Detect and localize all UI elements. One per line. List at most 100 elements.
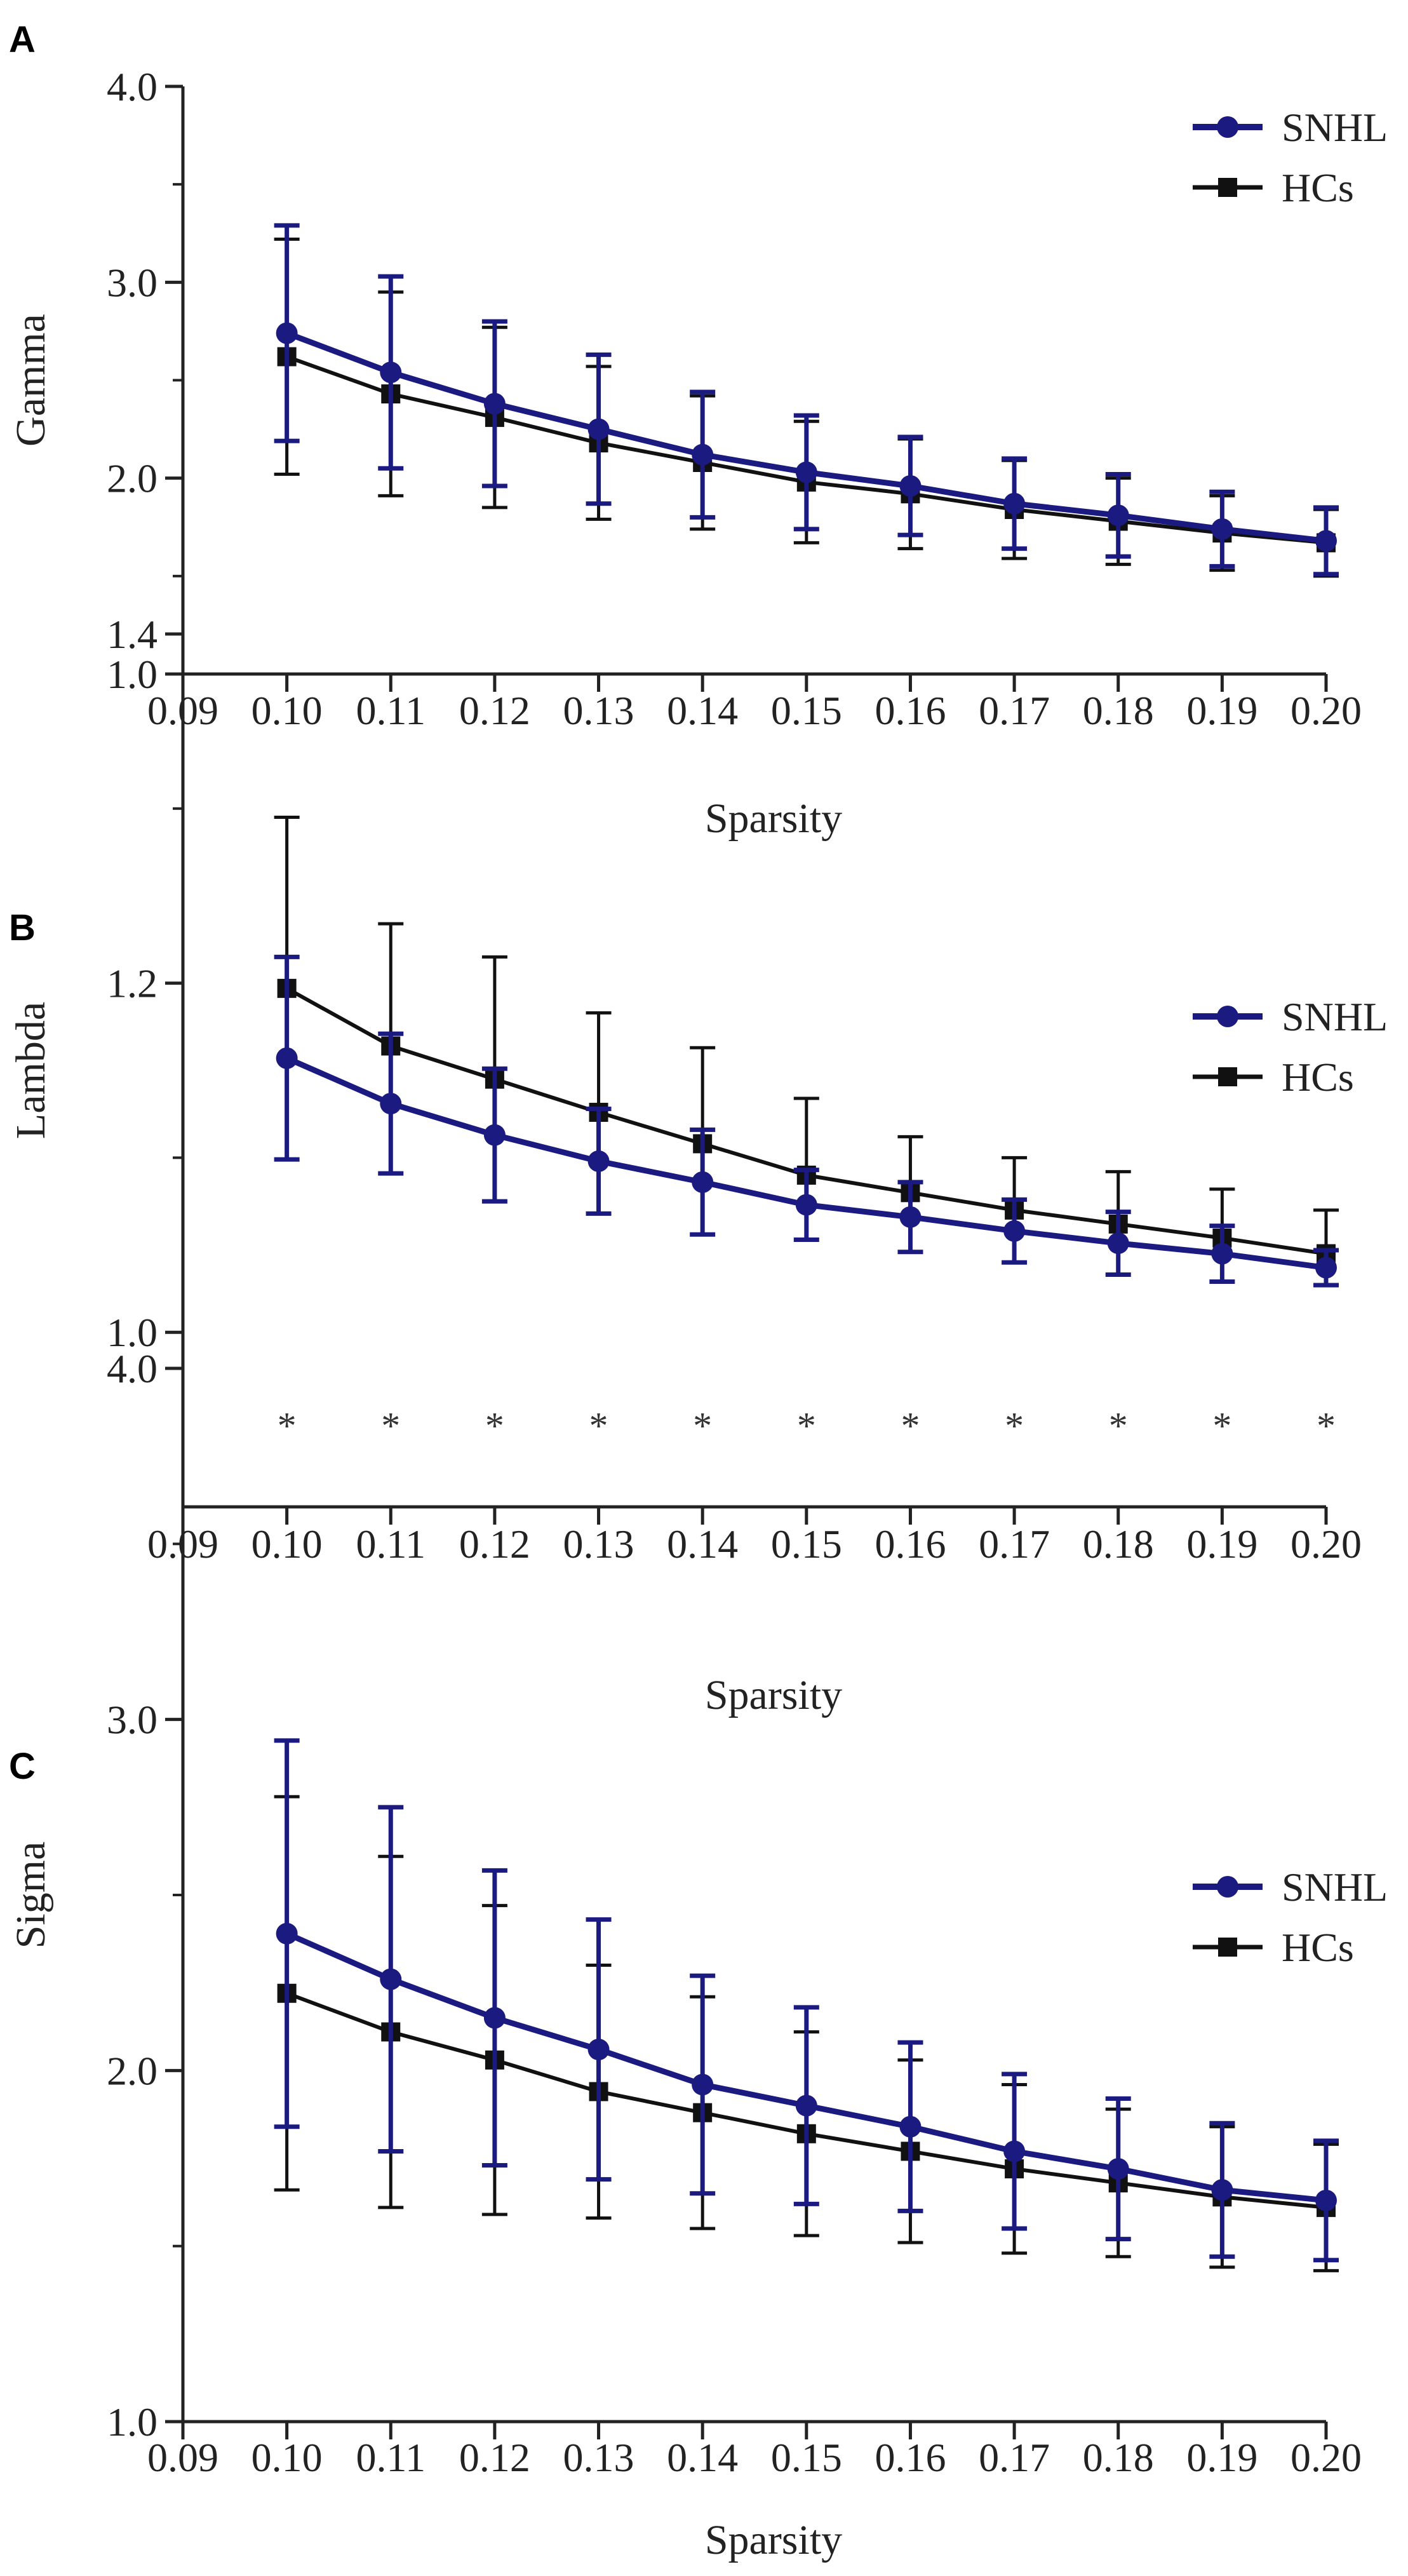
data-point <box>380 1093 402 1115</box>
x-tick-label: 0.11 <box>356 2435 426 2480</box>
x-tick-label: 0.14 <box>667 688 738 733</box>
x-tick-label: 0.13 <box>563 1521 634 1567</box>
x-tick-label: 0.10 <box>251 688 323 733</box>
x-tick-label: 0.16 <box>875 688 946 733</box>
data-point <box>692 1171 714 1193</box>
legend-item-snhl: SNHL <box>1193 994 1388 1039</box>
legend-item-hcs: HCs <box>1193 1925 1354 1970</box>
data-point <box>1211 1243 1233 1265</box>
x-axis-title: Sparsity <box>705 1672 842 1718</box>
x-axis-title: Sparsity <box>705 795 842 842</box>
legend-label: SNHL <box>1282 105 1388 150</box>
y-axis-title: Sigma <box>8 1842 54 1949</box>
significance-marker: * <box>589 1405 608 1447</box>
data-point <box>483 2007 506 2029</box>
legend-label: SNHL <box>1282 1865 1388 1910</box>
significance-marker: * <box>1317 1405 1336 1447</box>
data-point <box>276 1047 298 1069</box>
significance-marker: * <box>1109 1405 1128 1447</box>
data-point <box>276 1922 298 1945</box>
x-tick-label: 0.12 <box>459 1521 530 1567</box>
significance-marker: * <box>278 1405 297 1447</box>
y-tick-label: 1.0 <box>107 2399 158 2445</box>
data-point <box>1003 2140 1026 2162</box>
data-point <box>587 1150 610 1172</box>
x-tick-label: 0.11 <box>356 688 426 733</box>
data-point <box>483 1124 506 1146</box>
significance-marker: * <box>485 1405 504 1447</box>
data-point <box>1107 2158 1129 2180</box>
x-tick-label: 0.12 <box>459 688 530 733</box>
panel-a-gamma-chart: A1.02.03.04.00.09 0.10 0.11 0.12 0.13 0.14 0.1… <box>8 19 1388 842</box>
data-point <box>1315 2189 1337 2211</box>
y-tick-label: 1.0 <box>107 652 158 697</box>
significance-marker: * <box>693 1405 712 1447</box>
significance-marker: * <box>797 1405 816 1447</box>
data-point <box>1211 2179 1233 2201</box>
y-tick-label: 2.0 <box>107 2048 158 2093</box>
x-tick-label: 0.14 <box>667 1521 738 1567</box>
x-tick-label: 0.20 <box>1291 1521 1362 1567</box>
x-tick-label: 0.12 <box>459 2435 530 2480</box>
x-tick-label: 0.18 <box>1083 688 1154 733</box>
data-point <box>899 475 922 497</box>
data-point <box>380 361 402 384</box>
data-point <box>587 418 610 440</box>
y-tick-label: 3.0 <box>107 1697 158 1743</box>
panel-b-lambda-chart: B1.01.21.40.090.100.110.120.130.140.150.… <box>8 612 1388 1718</box>
x-tick-label: 0.18 <box>1083 2435 1154 2480</box>
data-point <box>1211 518 1233 540</box>
y-axis-title: Lambda <box>8 1002 54 1139</box>
x-tick-label: 0.19 <box>1186 688 1257 733</box>
x-tick-label: 0.17 <box>979 2435 1050 2480</box>
panel-letter: A <box>9 19 36 60</box>
series-snhl <box>274 1738 1339 2263</box>
legend-label: HCs <box>1282 1055 1354 1100</box>
data-point <box>795 2094 817 2117</box>
legend-marker <box>1217 1876 1238 1898</box>
legend-marker <box>1218 1938 1237 1957</box>
legend-marker <box>1218 1067 1237 1086</box>
significance-marker: * <box>381 1405 400 1447</box>
x-tick-label: 0.10 <box>251 2435 323 2480</box>
x-axis-title: Sparsity <box>705 2517 842 2563</box>
y-tick-label: 3.0 <box>107 260 158 305</box>
y-tick-label: 1.4 <box>107 612 158 657</box>
y-tick-label: 4.0 <box>107 64 158 109</box>
x-tick-label: 0.16 <box>875 1521 946 1567</box>
data-point <box>899 1206 922 1228</box>
x-tick-label: 0.15 <box>771 2435 842 2480</box>
x-tick-label: 0.20 <box>1291 2435 1362 2480</box>
data-point <box>899 2115 922 2138</box>
x-tick-label: 0.20 <box>1291 688 1362 733</box>
data-point <box>1003 492 1026 515</box>
legend-item-hcs: HCs <box>1193 165 1354 210</box>
legend-marker <box>1217 116 1238 138</box>
legend-item-snhl: SNHL <box>1193 1865 1388 1910</box>
x-tick-label: 0.11 <box>356 1521 426 1567</box>
y-tick-label: 4.0 <box>107 1346 158 1391</box>
x-tick-label: 0.10 <box>251 1521 323 1567</box>
legend-item-hcs: HCs <box>1193 1055 1354 1100</box>
data-point <box>692 2074 714 2096</box>
x-tick-label: 0.17 <box>979 1521 1050 1567</box>
data-point <box>1107 1232 1129 1255</box>
data-point <box>1315 530 1337 552</box>
x-tick-label: 0.19 <box>1186 2435 1257 2480</box>
y-tick-label: 1.0 <box>107 1310 158 1355</box>
x-tick-label: 0.13 <box>563 688 634 733</box>
x-tick-label: 0.15 <box>771 1521 842 1567</box>
series-snhl <box>274 223 1339 577</box>
data-point <box>276 322 298 344</box>
data-point <box>795 1194 817 1216</box>
legend-item-snhl: SNHL <box>1193 105 1388 150</box>
legend-marker <box>1217 1006 1238 1027</box>
legend-label: HCs <box>1282 1925 1354 1970</box>
x-tick-label: 0.19 <box>1186 1521 1257 1567</box>
data-point <box>1003 1220 1026 1242</box>
x-tick-label: 0.13 <box>563 2435 634 2480</box>
panel-letter: C <box>9 1746 36 1787</box>
y-tick-label: 1.2 <box>107 961 158 1006</box>
data-point <box>1107 504 1129 527</box>
